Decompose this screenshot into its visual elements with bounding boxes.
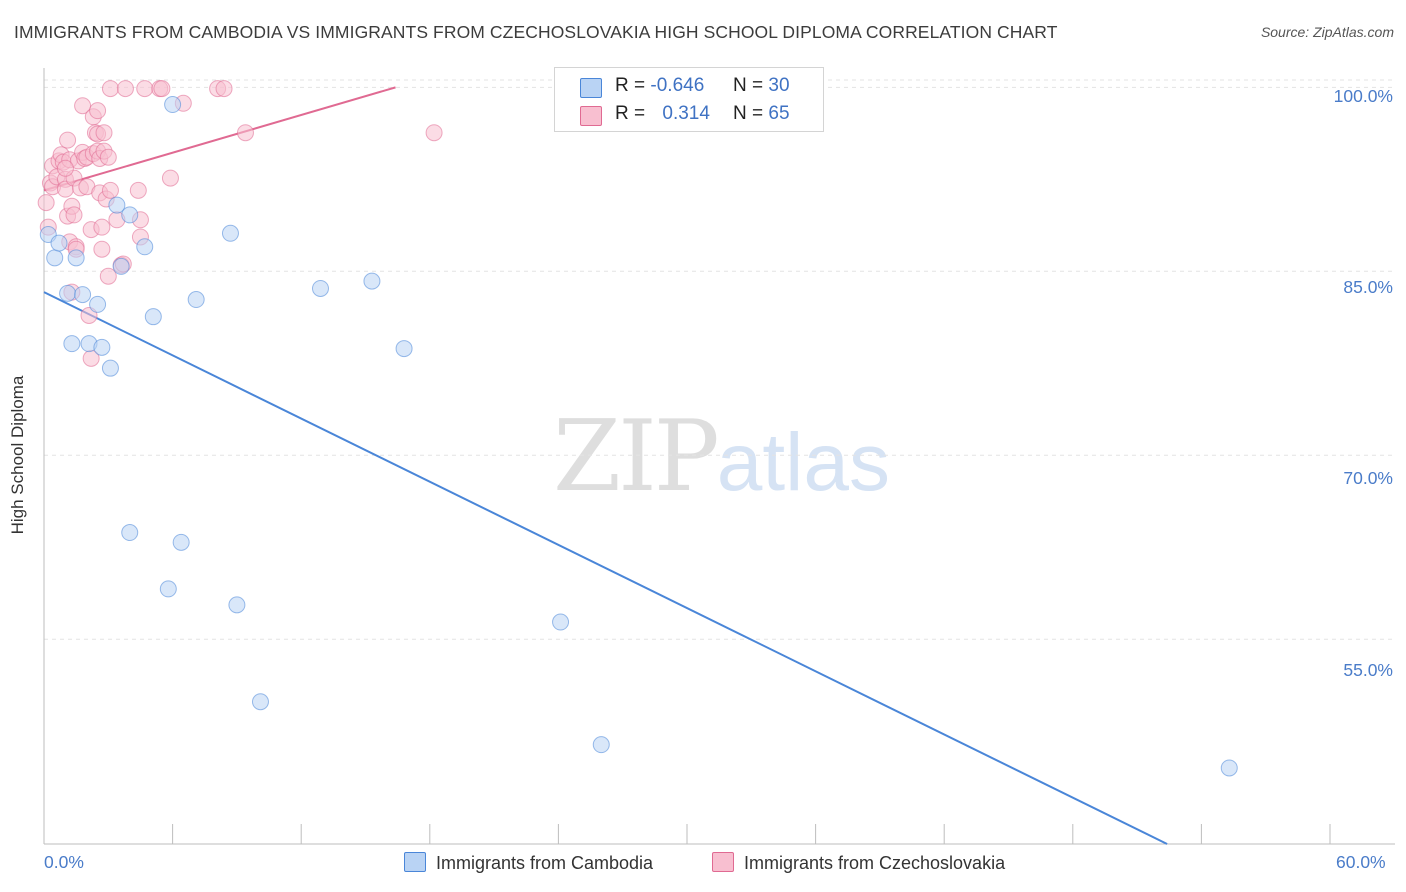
scatter-point [108,196,126,214]
legend-n: N = 65 [733,103,790,124]
scatter-point [59,131,77,149]
trend-lines [43,86,1168,845]
axes [43,68,1395,845]
legend-swatch-cambodia [580,78,602,98]
legend-r: R = 0.314 [615,103,710,124]
scatter-point [144,308,162,326]
scatter-point [93,218,111,236]
scatter-point [50,234,68,252]
scatter-point [363,272,381,290]
scatter-point [95,124,113,142]
scatter-point [395,340,413,358]
scatter-point [129,181,147,199]
scatter-point [215,80,233,98]
correlation-legend: R = -0.646 N = 30 R = 0.314 N = 65 [554,67,824,132]
scatter-point [112,257,130,275]
scatter-point [251,693,269,711]
bottom-legend-swatch-cambodia [404,852,426,872]
scatter-point [99,148,117,166]
scatter-point [161,169,179,187]
scatter-point [121,206,139,224]
scatter-point [425,124,443,142]
bottom-legend-czechoslovakia: Immigrants from Czechoslovakia [712,852,1005,874]
y-tick-label-70: 70.0% [1343,468,1393,488]
scatter-point [56,159,74,177]
scatter-point [74,97,92,115]
scatter-point [37,194,55,212]
bottom-legend-cambodia: Immigrants from Cambodia [404,852,653,874]
scatter-point [236,124,254,142]
legend-r: R = -0.646 [615,75,705,96]
scatter-point [153,80,171,98]
trend-line-czechoslovakia [43,86,396,192]
scatter-point [552,613,570,631]
legend-swatch-czechoslovakia [580,106,602,126]
watermark-atlas: atlas [716,417,890,508]
scatter-point [187,291,205,309]
chart-source: Source: ZipAtlas.com [1260,24,1394,40]
legend-row-czechoslovakia: R = 0.314 N = 65 [555,101,823,129]
scatter-point [172,533,190,551]
scatter-point [311,279,329,297]
y-axis-label: High School Diploma [8,375,27,535]
scatter-point [65,206,83,224]
scatter-point [592,736,610,754]
trend-line-cambodia [43,291,1168,845]
scatter-point [67,249,85,267]
scatter-point [136,238,154,256]
scatter-point [121,524,139,542]
scatter-point [101,181,119,199]
x-tick-label-max: 60.0% [1336,852,1386,872]
scatter-point [136,80,154,98]
y-tick-label-85: 85.0% [1343,277,1393,297]
scatter-point [46,249,64,267]
scatter-point [63,335,81,353]
y-tick-label-55: 55.0% [1343,660,1393,680]
legend-n: N = 30 [733,75,790,96]
scatter-point [101,80,119,98]
scatter-point [74,286,92,304]
scatter-point [221,224,239,242]
scatter-point [59,284,77,302]
chart-title: IMMIGRANTS FROM CAMBODIA VS IMMIGRANTS F… [14,22,1058,42]
scatter-point [159,580,177,598]
bottom-legend-swatch-czechoslovakia [712,852,734,872]
x-tick-label-min: 0.0% [44,852,84,872]
scatter-point [93,240,111,258]
legend-row-cambodia: R = -0.646 N = 30 [555,73,823,101]
scatter-point [1220,759,1238,777]
watermark: ZIPatlas [553,400,890,514]
scatter-point [99,267,117,285]
scatter-point [228,596,246,614]
scatter-point [116,80,134,98]
scatter-point [89,295,107,313]
scatter-point [93,338,111,356]
data-points [37,80,1238,777]
scatter-point [101,359,119,377]
scatter-point [164,96,182,114]
grid-lines [44,79,1395,640]
y-tick-label-100: 100.0% [1333,86,1393,106]
scatter-point [89,102,107,120]
watermark-zip: ZIP [553,400,720,514]
